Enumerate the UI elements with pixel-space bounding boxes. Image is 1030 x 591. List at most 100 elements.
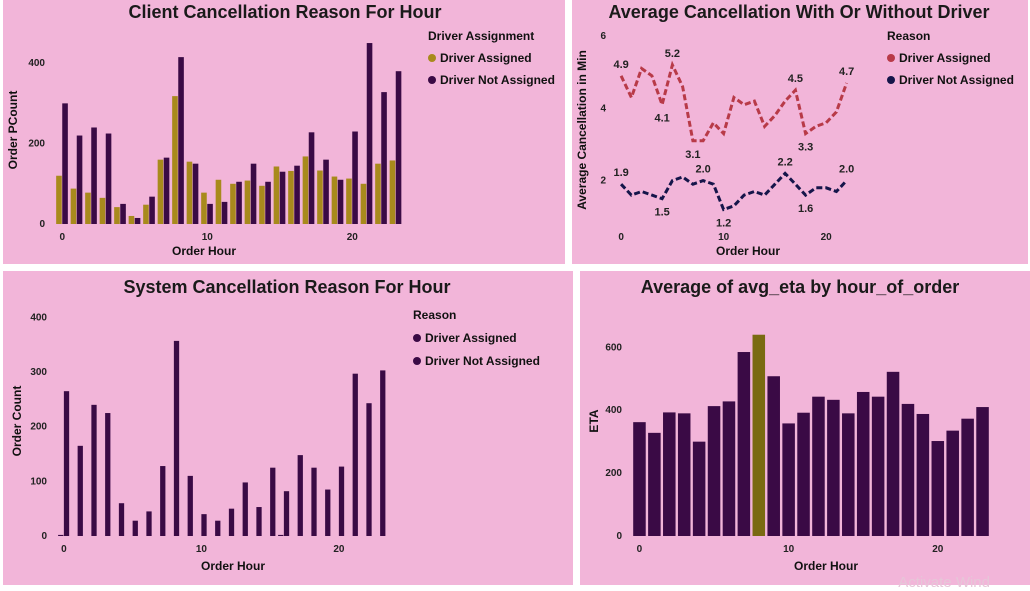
bar xyxy=(707,406,721,536)
bar xyxy=(228,508,235,536)
legend-title: Reason xyxy=(887,29,930,43)
data-label: 2.0 xyxy=(695,164,710,176)
bar xyxy=(91,404,97,536)
bar xyxy=(70,188,77,224)
data-label: 1.9 xyxy=(613,167,628,179)
y-tick-label: 6 xyxy=(600,31,606,42)
y-tick-label: 200 xyxy=(605,468,622,479)
bar xyxy=(62,103,68,224)
x-tick-label: 10 xyxy=(783,544,795,555)
y-axis-label: ETA xyxy=(587,409,601,432)
bar xyxy=(663,412,676,536)
bar xyxy=(366,43,373,224)
bar xyxy=(946,430,959,536)
bar xyxy=(337,179,344,224)
legend-item-label: Driver Assigned xyxy=(425,331,517,345)
data-label: 1.2 xyxy=(716,218,731,230)
client-cancellation-chart: Client Cancellation Reason For Hour 0 200 4… xyxy=(6,2,555,258)
x-tick-label: 10 xyxy=(202,232,214,243)
system-cancellation-panel: System Cancellation Reason For Hour 0 100 2… xyxy=(3,271,573,585)
x-tick-label: 0 xyxy=(61,544,67,555)
legend-item-label: Driver Not Assigned xyxy=(440,73,555,87)
legend-marker xyxy=(428,54,436,62)
y-tick-label: 0 xyxy=(616,531,622,542)
bar xyxy=(916,413,930,536)
bar xyxy=(163,157,170,224)
bar xyxy=(633,422,646,536)
bar xyxy=(63,391,70,536)
bar xyxy=(648,432,661,536)
bar xyxy=(797,412,810,536)
y-tick-label: 200 xyxy=(28,139,45,150)
data-label: 2.0 xyxy=(839,164,854,176)
bar xyxy=(120,203,126,224)
y-tick-label: 0 xyxy=(39,219,45,230)
bar xyxy=(242,482,248,536)
bar xyxy=(856,391,870,536)
chart-title: Client Cancellation Reason For Hour xyxy=(128,2,441,22)
x-tick-label: 20 xyxy=(333,544,345,555)
bar xyxy=(187,475,193,536)
bar xyxy=(297,455,303,536)
bar xyxy=(360,183,367,224)
bar xyxy=(85,192,91,224)
bar xyxy=(114,207,120,224)
bar xyxy=(279,171,286,224)
bar xyxy=(270,467,276,536)
bar xyxy=(157,159,164,224)
chart-title: System Cancellation Reason For Hour xyxy=(123,277,450,297)
bar xyxy=(288,170,294,224)
bar xyxy=(325,489,331,536)
bar xyxy=(160,466,166,536)
data-label: 2.2 xyxy=(777,156,792,168)
y-tick-label: 200 xyxy=(30,422,47,433)
avg-cancellation-panel: Average Cancellation With Or Without Dri… xyxy=(572,0,1028,264)
legend-marker xyxy=(413,357,421,365)
y-tick-label: 400 xyxy=(28,58,45,69)
client-cancellation-panel: Client Cancellation Reason For Hour 0 200 4… xyxy=(3,0,565,264)
bar xyxy=(173,340,180,536)
bar xyxy=(961,418,974,536)
bar xyxy=(201,192,207,224)
bar xyxy=(931,441,945,536)
data-label: 5.2 xyxy=(665,48,680,60)
y-tick-label: 2 xyxy=(600,176,606,187)
bar xyxy=(375,163,381,224)
bar xyxy=(338,466,345,536)
data-label: 4.9 xyxy=(613,59,628,71)
x-tick-label: 0 xyxy=(59,232,65,243)
bar xyxy=(886,371,900,536)
bar xyxy=(381,92,387,224)
chart-title: Average of avg_eta by hour_of_order xyxy=(641,277,959,297)
bar xyxy=(236,181,242,224)
bar xyxy=(207,203,213,224)
series-line xyxy=(620,171,848,212)
bar xyxy=(311,467,317,536)
bar xyxy=(278,534,284,536)
bar xyxy=(331,176,338,224)
bar xyxy=(77,445,83,536)
bar xyxy=(294,165,300,224)
bar xyxy=(346,178,352,224)
bar xyxy=(132,520,138,536)
bar xyxy=(256,507,262,536)
bar xyxy=(283,491,290,536)
bar xyxy=(221,201,228,224)
y-tick-label: 100 xyxy=(30,476,47,487)
bar xyxy=(230,183,236,224)
bar xyxy=(389,160,396,224)
legend-marker xyxy=(413,334,421,342)
x-axis-label: Order Hour xyxy=(172,244,236,258)
bar xyxy=(323,159,329,224)
bar xyxy=(105,133,112,224)
x-axis-label: Order Hour xyxy=(716,244,780,258)
bar xyxy=(192,163,199,224)
system-cancellation-chart: System Cancellation Reason For Hour 0 100 2… xyxy=(10,277,540,573)
bar xyxy=(259,185,265,224)
bar xyxy=(352,131,358,224)
y-tick-label: 0 xyxy=(41,531,47,542)
x-axis-label: Order Hour xyxy=(794,559,858,573)
bar xyxy=(901,403,915,536)
bar xyxy=(395,71,402,224)
bar xyxy=(366,403,372,536)
